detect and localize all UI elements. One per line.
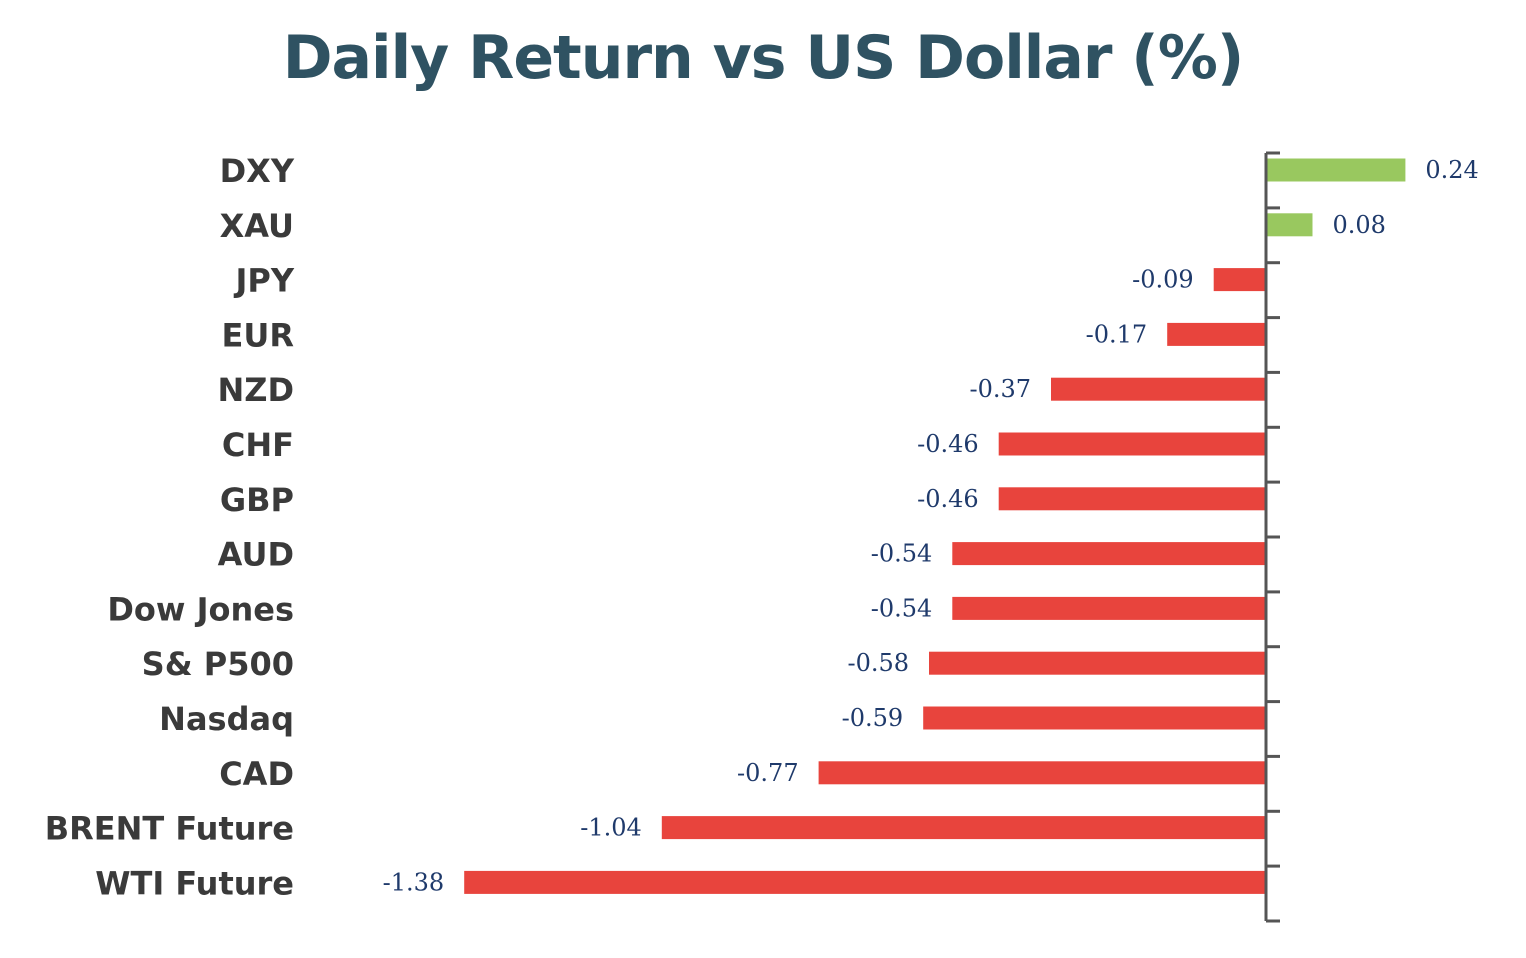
- value-label: 0.08: [1333, 211, 1386, 239]
- bar-cad: [818, 761, 1266, 785]
- category-label: EUR: [222, 316, 294, 354]
- bar-eur: [1167, 322, 1266, 346]
- bar-aud: [952, 542, 1266, 566]
- value-label: -0.46: [917, 430, 979, 458]
- value-label: 0.24: [1425, 156, 1478, 184]
- value-label: -1.38: [383, 868, 445, 896]
- category-label: S& P500: [142, 645, 294, 683]
- value-label: -0.37: [969, 375, 1031, 403]
- bar-nzd: [1051, 377, 1266, 401]
- value-label: -0.59: [842, 704, 904, 732]
- value-label: -0.09: [1132, 266, 1194, 294]
- bar-dow-jones: [952, 596, 1266, 620]
- category-label: DXY: [220, 152, 295, 190]
- category-label: GBP: [220, 481, 294, 519]
- category-label: WTI Future: [95, 864, 294, 902]
- value-label: -0.54: [871, 540, 933, 568]
- category-label: Dow Jones: [107, 590, 294, 628]
- chart-title: Daily Return vs US Dollar (%): [282, 23, 1245, 93]
- bar-gbp: [998, 487, 1266, 511]
- category-label: AUD: [218, 536, 294, 574]
- labels-layer: DXY 0.24 XAU 0.08 JPY -0.09 EUR -0.17 NZD -0.37 CH…: [45, 152, 1479, 902]
- bar-nasdaq: [923, 706, 1266, 730]
- category-label: JPY: [233, 262, 294, 300]
- bar-chf: [998, 432, 1266, 456]
- bar-dxy: [1266, 158, 1406, 182]
- category-label: NZD: [217, 371, 294, 409]
- category-label: BRENT Future: [45, 810, 294, 848]
- bar-s-p500: [929, 651, 1266, 675]
- bar-jpy: [1213, 268, 1266, 292]
- bar-brent-future: [661, 816, 1266, 840]
- value-label: -0.77: [737, 759, 799, 787]
- category-label: CAD: [219, 755, 294, 793]
- value-label: -0.54: [871, 594, 933, 622]
- bar-wti-future: [464, 870, 1266, 894]
- bars-layer: [464, 158, 1406, 894]
- bar-xau: [1266, 213, 1313, 237]
- category-label: CHF: [222, 426, 294, 464]
- value-label: -0.58: [847, 649, 909, 677]
- zero-axis: [1264, 151, 1280, 923]
- value-label: -0.17: [1086, 320, 1148, 348]
- value-label: -0.46: [917, 485, 979, 513]
- category-label: Nasdaq: [159, 700, 294, 738]
- value-label: -1.04: [580, 814, 642, 842]
- category-label: XAU: [220, 207, 294, 245]
